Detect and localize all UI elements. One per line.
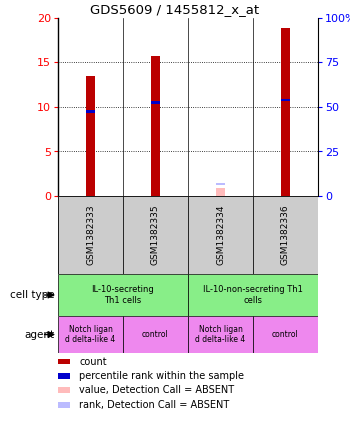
Bar xyxy=(281,28,290,196)
Text: rank, Detection Call = ABSENT: rank, Detection Call = ABSENT xyxy=(79,400,229,410)
Bar xyxy=(188,274,318,316)
Bar xyxy=(58,316,123,353)
Bar xyxy=(58,274,188,316)
Text: GSM1382334: GSM1382334 xyxy=(216,205,225,265)
Text: GSM1382336: GSM1382336 xyxy=(281,205,290,265)
Text: Notch ligan
d delta-like 4: Notch ligan d delta-like 4 xyxy=(195,325,246,344)
Bar xyxy=(58,387,70,393)
Bar xyxy=(188,196,253,274)
Bar xyxy=(253,196,318,274)
Bar xyxy=(216,183,225,185)
Bar xyxy=(58,359,70,365)
Text: value, Detection Call = ABSENT: value, Detection Call = ABSENT xyxy=(79,385,234,396)
Text: GSM1382335: GSM1382335 xyxy=(151,205,160,265)
Bar xyxy=(86,110,95,113)
Bar xyxy=(281,99,290,101)
Text: control: control xyxy=(272,330,299,339)
Text: control: control xyxy=(142,330,169,339)
Bar xyxy=(58,196,123,274)
Bar xyxy=(188,316,253,353)
Text: GSM1382333: GSM1382333 xyxy=(86,205,95,265)
Text: cell type: cell type xyxy=(10,290,55,300)
Bar xyxy=(123,196,188,274)
Bar xyxy=(151,101,160,104)
Text: percentile rank within the sample: percentile rank within the sample xyxy=(79,371,244,381)
Bar xyxy=(253,316,318,353)
Text: IL-10-non-secreting Th1
cells: IL-10-non-secreting Th1 cells xyxy=(203,285,303,305)
Text: agent: agent xyxy=(25,330,55,340)
Text: Notch ligan
d delta-like 4: Notch ligan d delta-like 4 xyxy=(65,325,116,344)
Bar xyxy=(58,402,70,408)
Bar xyxy=(58,373,70,379)
Bar xyxy=(150,56,160,196)
Bar xyxy=(123,316,188,353)
Text: IL-10-secreting
Th1 cells: IL-10-secreting Th1 cells xyxy=(92,285,154,305)
Bar xyxy=(86,76,95,196)
Bar xyxy=(216,188,225,196)
Text: GDS5609 / 1455812_x_at: GDS5609 / 1455812_x_at xyxy=(90,3,260,16)
Text: count: count xyxy=(79,357,107,366)
